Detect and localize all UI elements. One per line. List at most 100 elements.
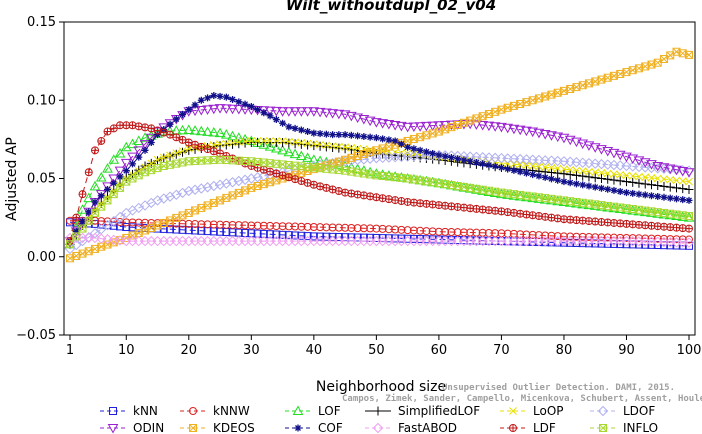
data-point <box>316 140 324 149</box>
data-point <box>241 221 250 230</box>
data-point <box>227 104 238 115</box>
data-point <box>297 138 306 147</box>
x-tick-label: 30 <box>243 343 260 358</box>
legend-item: LOF <box>285 404 341 418</box>
data-point <box>346 111 357 122</box>
data-point <box>428 227 437 236</box>
data-point <box>378 234 387 243</box>
data-point <box>489 187 501 198</box>
data-point <box>372 224 381 233</box>
data-point <box>278 230 287 239</box>
data-point <box>366 224 375 233</box>
data-point <box>66 240 74 249</box>
data-point <box>678 184 688 194</box>
data-point <box>141 123 150 132</box>
legend-marker <box>189 407 197 415</box>
data-point <box>539 130 551 140</box>
data-point <box>672 241 681 250</box>
data-point <box>208 104 220 115</box>
data-point <box>291 138 299 147</box>
data-point <box>571 157 582 168</box>
data-point <box>283 146 295 157</box>
data-point <box>334 223 343 232</box>
data-point <box>596 174 606 183</box>
legend-label: COF <box>318 421 343 434</box>
data-point <box>583 157 595 169</box>
data-point <box>577 139 589 149</box>
data-point <box>260 109 268 117</box>
data-point <box>114 211 126 223</box>
data-point <box>208 180 220 192</box>
data-point <box>366 133 374 141</box>
data-point <box>627 205 639 215</box>
legend-label: INFLO <box>623 421 658 434</box>
data-point <box>653 241 662 250</box>
data-point <box>577 157 588 168</box>
data-point <box>671 210 682 221</box>
data-point <box>154 131 162 139</box>
data-point <box>585 167 593 176</box>
y-tick-label: −0.05 <box>16 328 56 343</box>
data-point <box>391 137 399 145</box>
data-point <box>646 160 657 170</box>
data-point <box>259 221 268 230</box>
data-point <box>277 107 288 117</box>
data-point <box>314 107 326 118</box>
data-point <box>308 107 320 117</box>
data-point <box>477 120 489 131</box>
data-point <box>196 183 207 194</box>
data-point <box>435 151 443 159</box>
data-point <box>377 119 388 129</box>
data-point <box>72 232 81 241</box>
data-point <box>128 223 137 232</box>
data-point <box>547 175 555 183</box>
data-point <box>316 130 324 138</box>
data-point <box>172 115 180 123</box>
data-point <box>178 225 187 234</box>
data-point <box>602 201 614 212</box>
data-point <box>609 239 618 248</box>
data-point <box>302 152 313 162</box>
data-point <box>284 137 293 146</box>
data-point <box>585 182 593 190</box>
data-point <box>639 206 651 217</box>
data-point <box>152 195 163 206</box>
data-point <box>635 172 643 181</box>
data-point <box>522 161 531 170</box>
legend-item: ODIN <box>100 421 164 434</box>
data-point <box>633 156 645 166</box>
data-point <box>91 198 99 206</box>
data-point <box>141 146 149 154</box>
x-tick-label: 80 <box>556 343 573 358</box>
data-point <box>303 222 312 231</box>
legend-item: SimplifiedLOF <box>365 404 480 418</box>
data-point <box>272 230 281 239</box>
data-point <box>410 145 418 153</box>
data-point <box>485 161 493 169</box>
data-point <box>685 196 693 204</box>
data-point <box>621 204 632 214</box>
data-point <box>310 129 318 137</box>
data-point <box>653 174 662 183</box>
data-point <box>459 228 468 237</box>
data-point <box>128 218 137 227</box>
data-point <box>234 221 243 230</box>
data-point <box>610 170 618 178</box>
data-point <box>203 220 212 229</box>
data-point <box>84 216 93 225</box>
data-point <box>353 233 362 242</box>
data-point <box>658 208 670 219</box>
data-point <box>83 192 95 203</box>
data-point <box>408 122 420 133</box>
legend-marker <box>107 424 119 434</box>
data-point <box>546 194 557 205</box>
data-point <box>403 226 412 235</box>
data-point <box>291 231 300 240</box>
data-point <box>685 50 693 59</box>
data-point <box>566 232 575 241</box>
data-point <box>447 154 455 162</box>
data-point <box>221 178 232 189</box>
data-point <box>346 145 356 155</box>
data-point <box>571 170 581 180</box>
data-point <box>335 142 343 151</box>
